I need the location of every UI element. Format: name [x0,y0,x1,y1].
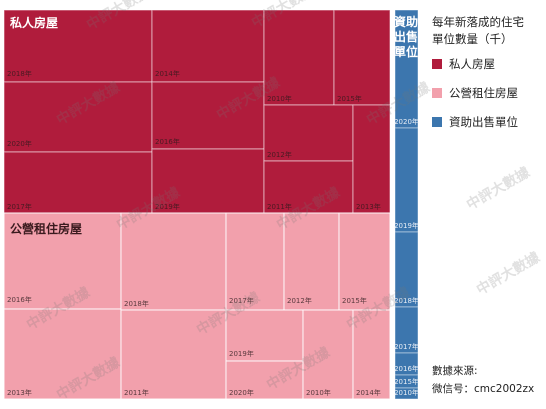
treemap-cell-private-2014 [151,9,265,83]
cell-label-public-2010: 2010年 [306,388,331,397]
treemap-cell-public-2015 [338,212,391,311]
cell-label-public-2020: 2020年 [229,388,254,397]
cell-label-public-2014: 2014年 [356,388,381,397]
cell-label-private-2015: 2015年 [337,94,362,103]
cell-label-public-2015: 2015年 [342,296,367,305]
cell-label-subsidised-2019: 2019年 [394,221,419,230]
treemap-cell-private-2017 [3,151,153,214]
treemap-cell-public-2013 [3,308,122,400]
treemap-cell-private-2011 [263,160,354,214]
treemap-cell-private-2010 [263,9,335,106]
legend-title-line-1: 單位數量（千） [432,32,513,46]
watermark-text: 中評大數據 [474,248,544,298]
cell-label-subsidised-2020: 2020年 [394,117,419,126]
treemap-cell-private-2018 [3,9,153,83]
treemap-cell-subsidised-2019 [394,127,419,233]
footer-note: 微信号：cmc2002zx [432,382,534,395]
cell-label-public-2013: 2013年 [7,388,32,397]
cell-label-subsidised-2010: 2010年 [394,388,419,397]
cell-label-subsidised-2016: 2016年 [394,364,419,373]
legend-swatch-private [432,59,442,69]
legend-swatch-subsidised [432,117,442,127]
cell-label-public-2011: 2011年 [124,388,149,397]
cell-label-subsidised-2018: 2018年 [394,296,419,305]
treemap-cell-private-2015 [333,9,391,106]
group-title-private: 私人房屋 [9,15,58,30]
legend-swatch-public [432,88,442,98]
cell-label-subsidised-2015: 2015年 [394,377,419,386]
treemap-cell-public-2014 [352,309,391,400]
group-title-subsidised-1: 出售 [394,29,418,44]
cell-label-private-2014: 2014年 [155,69,180,78]
watermark-text: 中評大數據 [464,163,534,213]
treemap-cell-public-2018 [120,212,227,311]
cell-label-private-2016: 2016年 [155,137,180,146]
treemap-cell-subsidised-2010 [394,387,419,400]
treemap-cell-private-2012 [263,104,354,162]
treemap-cell-private-2020 [3,81,153,153]
cell-label-private-2012: 2012年 [267,150,292,159]
cell-label-private-2010: 2010年 [267,94,292,103]
source-label: 數據來源: [432,364,478,377]
treemap-cell-public-2012 [283,212,340,311]
treemap-cells [3,9,419,400]
cell-label-public-2018: 2018年 [124,299,149,308]
legend-label-public: 公營租住房屋 [449,86,518,100]
group-title-subsidised-2: 單位 [394,44,418,59]
group-title-public: 公營租住房屋 [10,221,82,236]
cell-label-private-2011: 2011年 [267,202,292,211]
cell-label-public-2016: 2016年 [7,295,32,304]
legend-label-subsidised: 資助出售單位 [449,115,518,129]
cell-label-public-2017: 2017年 [229,296,254,305]
cell-label-public-2012: 2012年 [287,296,312,305]
cell-label-private-2018: 2018年 [7,69,32,78]
treemap-cell-public-2010 [302,309,354,400]
cell-label-private-2020: 2020年 [7,139,32,148]
cell-label-public-2019: 2019年 [229,349,254,358]
cell-label-private-2017: 2017年 [7,202,32,211]
cell-label-private-2019: 2019年 [155,202,180,211]
legend-title-line-0: 每年新落成的住宅 [432,15,524,29]
group-title-subsidised-0: 資助 [394,14,418,29]
legend-label-private: 私人房屋 [449,57,495,71]
cell-label-subsidised-2017: 2017年 [394,342,419,351]
cell-label-private-2013: 2013年 [356,202,381,211]
treemap-labels: 2018年 2020年 2017年 2014年 2016年 2019年 2010年 2015年… [7,14,419,397]
treemap-cell-public-2016 [3,212,122,310]
